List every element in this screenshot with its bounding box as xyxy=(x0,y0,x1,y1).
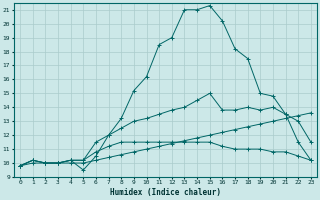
X-axis label: Humidex (Indice chaleur): Humidex (Indice chaleur) xyxy=(110,188,221,197)
